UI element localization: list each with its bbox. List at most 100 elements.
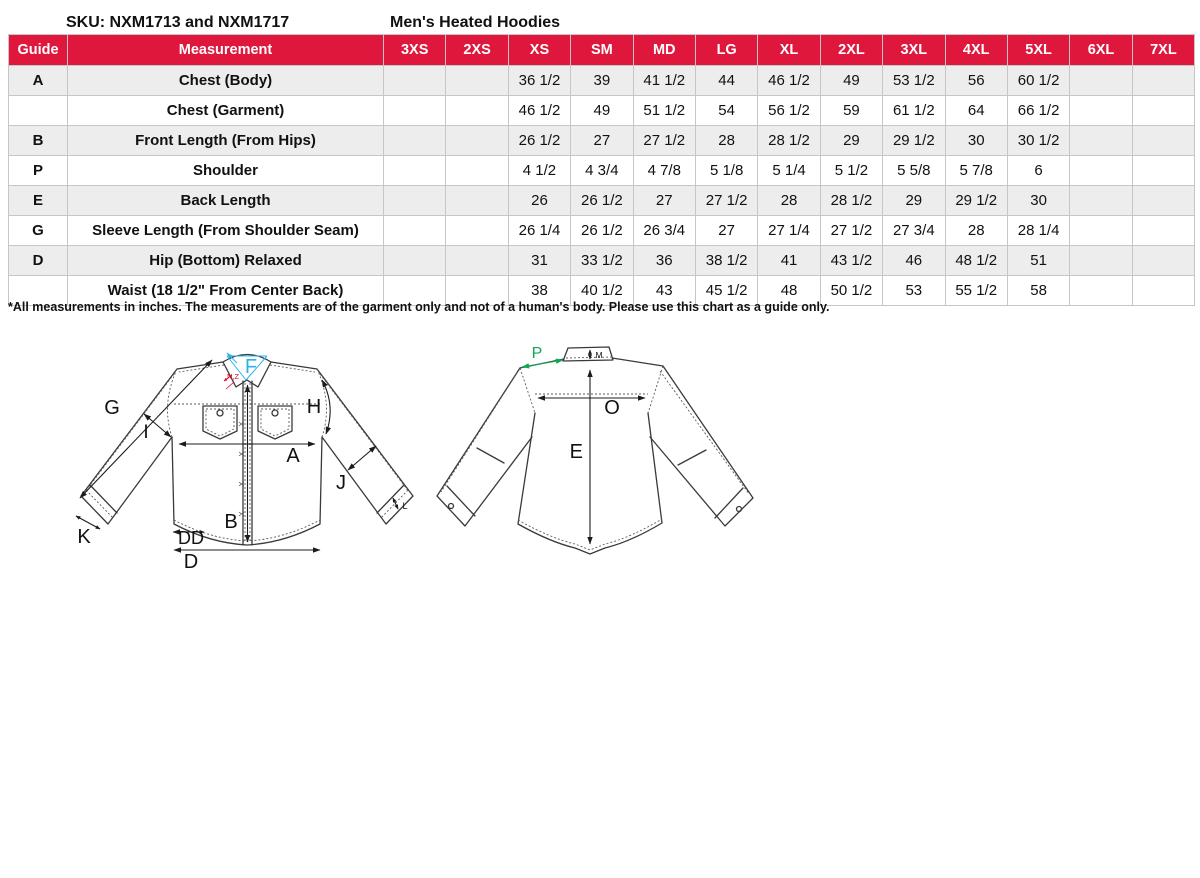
size-value-cell: 26 1/2 <box>570 215 634 246</box>
column-header-guide: Guide <box>8 34 68 66</box>
front-label-k: K <box>77 526 91 548</box>
size-value-cell <box>1131 215 1196 246</box>
size-value-cell <box>1069 275 1133 306</box>
collar-detail-nz: N,Z <box>224 372 240 390</box>
size-value-cell: 43 <box>632 275 696 306</box>
guide-cell: P <box>8 155 68 186</box>
guide-cell <box>8 275 68 306</box>
size-value-cell: 4 7/8 <box>632 155 696 186</box>
front-label-d: D <box>184 551 198 573</box>
size-value-cell: 64 <box>944 95 1008 126</box>
size-value-cell: 30 <box>1006 185 1071 216</box>
size-value-cell: 55 1/2 <box>944 275 1008 306</box>
guide-cell: B <box>8 125 68 156</box>
front-label-f: F <box>245 356 257 378</box>
size-value-cell: 27 1/4 <box>757 215 821 246</box>
armhole-arrow-h <box>321 379 331 435</box>
size-value-cell: 58 <box>1006 275 1071 306</box>
guide-cell <box>8 95 68 126</box>
size-value-cell: 26 1/2 <box>570 185 634 216</box>
column-header-xs: XS <box>507 34 572 66</box>
column-header-lg: LG <box>694 34 759 66</box>
measurement-cell: Hip (Bottom) Relaxed <box>67 245 384 276</box>
size-value-cell <box>445 125 509 156</box>
measurement-cell: Shoulder <box>67 155 384 186</box>
size-value-cell: 66 1/2 <box>1006 95 1071 126</box>
size-value-cell: 6 <box>1006 155 1071 186</box>
size-value-cell: 29 <box>819 125 884 156</box>
size-value-cell: 5 7/8 <box>944 155 1008 186</box>
size-value-cell <box>1131 95 1196 126</box>
size-value-cell: 46 <box>882 245 946 276</box>
size-value-cell <box>382 155 447 186</box>
size-value-cell <box>1131 275 1196 306</box>
guide-cell: G <box>8 215 68 246</box>
size-value-cell: 28 1/4 <box>1006 215 1071 246</box>
guide-cell: D <box>8 245 68 276</box>
size-value-cell: 27 <box>570 125 634 156</box>
front-label-i: I <box>143 422 148 443</box>
size-value-cell <box>445 215 509 246</box>
back-label-o: O <box>604 397 620 419</box>
back-right-sleeve <box>649 365 754 527</box>
front-view-diagram: F N,Z A B D DD G I H J K L <box>75 352 414 573</box>
size-value-cell <box>445 185 509 216</box>
measurement-cell: Chest (Body) <box>67 65 384 96</box>
placket-buttons <box>238 421 245 517</box>
size-value-cell: 29 <box>882 185 946 216</box>
size-value-cell: 27 1/2 <box>694 185 759 216</box>
size-value-cell <box>382 95 447 126</box>
front-label-a: A <box>286 445 300 467</box>
size-value-cell: 28 1/2 <box>819 185 884 216</box>
size-value-cell <box>1069 95 1133 126</box>
measurement-cell: Back Length <box>67 185 384 216</box>
front-placket <box>242 380 253 546</box>
size-value-cell: 28 <box>944 215 1008 246</box>
size-value-cell: 53 <box>882 275 946 306</box>
size-value-cell: 54 <box>694 95 759 126</box>
size-value-cell: 50 1/2 <box>819 275 884 306</box>
table-row: P Shoulder 4 1/2 4 3/4 4 7/8 5 1/8 5 1/4 5 1/2 5… <box>8 155 1196 186</box>
measurement-cell: Waist (18 1/2" From Center Back) <box>67 275 384 306</box>
column-header-2xs: 2XS <box>445 34 509 66</box>
size-value-cell: 49 <box>570 95 634 126</box>
size-value-cell: 36 1/2 <box>507 65 572 96</box>
size-value-cell: 44 <box>694 65 759 96</box>
size-value-cell: 38 <box>507 275 572 306</box>
front-label-dd: DD <box>178 528 204 548</box>
size-value-cell: 40 1/2 <box>570 275 634 306</box>
table-row: D Hip (Bottom) Relaxed 31 33 1/2 36 38 1/2 41 4… <box>8 245 1196 276</box>
column-header-sm: SM <box>570 34 634 66</box>
size-value-cell: 27 <box>694 215 759 246</box>
size-value-cell: 4 1/2 <box>507 155 572 186</box>
size-value-cell: 30 1/2 <box>1006 125 1071 156</box>
back-label-e: E <box>570 441 583 463</box>
measurement-cell: Chest (Garment) <box>67 95 384 126</box>
size-value-cell: 26 1/2 <box>507 125 572 156</box>
front-left-pocket <box>202 405 238 440</box>
size-value-cell: 41 <box>757 245 821 276</box>
size-value-cell: 59 <box>819 95 884 126</box>
back-left-sleeve <box>436 367 533 527</box>
size-value-cell: 46 1/2 <box>757 65 821 96</box>
size-value-cell <box>382 275 447 306</box>
back-left-cuff-button <box>447 502 455 510</box>
table-row: A Chest (Body) 36 1/2 39 41 1/2 44 46 1/2 49 53 … <box>8 65 1196 96</box>
front-label-b: B <box>224 511 237 533</box>
size-value-cell <box>382 245 447 276</box>
front-label-g: G <box>104 397 120 419</box>
size-value-cell <box>445 275 509 306</box>
size-value-cell: 5 1/4 <box>757 155 821 186</box>
size-value-cell: 31 <box>507 245 572 276</box>
back-label-m: M <box>595 350 602 360</box>
size-value-cell: 5 1/8 <box>694 155 759 186</box>
front-label-nz: N,Z <box>227 372 240 381</box>
size-value-cell: 49 <box>819 65 884 96</box>
size-value-cell: 29 1/2 <box>882 125 946 156</box>
size-value-cell <box>1069 245 1133 276</box>
size-value-cell: 28 <box>757 185 821 216</box>
size-value-cell <box>1131 185 1196 216</box>
size-value-cell: 39 <box>570 65 634 96</box>
back-collar <box>562 346 614 362</box>
